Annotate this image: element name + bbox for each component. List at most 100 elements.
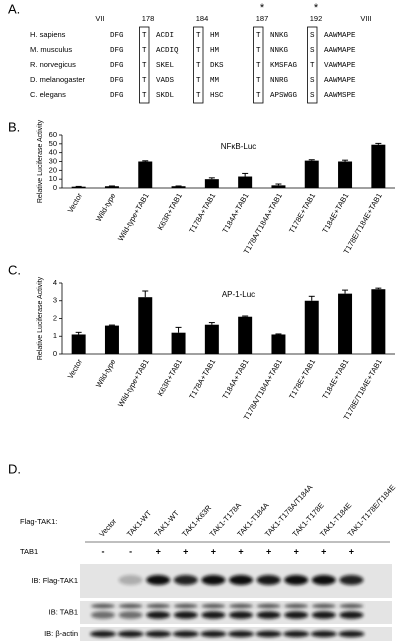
sequence: SKDL xyxy=(156,92,175,100)
y-tick-label: 4 xyxy=(53,278,57,287)
bar xyxy=(71,334,86,354)
bar xyxy=(238,316,253,354)
blot-label: IB: β-actin xyxy=(44,629,78,638)
band xyxy=(90,630,116,638)
band xyxy=(339,603,364,609)
chart-title: NFκB-Luc xyxy=(221,142,257,151)
band xyxy=(229,611,253,619)
sequence: T xyxy=(196,32,201,40)
sequence: S xyxy=(310,32,315,40)
species: D. melanogaster xyxy=(30,75,86,84)
tab1-sign: + xyxy=(266,546,271,556)
band xyxy=(173,575,198,585)
band xyxy=(201,575,226,585)
band xyxy=(339,575,364,585)
sequence: AAWMAPE xyxy=(324,77,356,85)
sequence: SKEL xyxy=(156,62,175,70)
tab1-sign: - xyxy=(102,546,105,556)
band xyxy=(310,630,337,638)
tab1-sign: + xyxy=(294,546,299,556)
tab1-sign: + xyxy=(349,546,354,556)
lane-label: TAK1-T178A/T184A xyxy=(263,483,315,539)
species: H. sapiens xyxy=(30,30,66,39)
y-tick-label: 60 xyxy=(49,130,57,139)
bar xyxy=(371,144,386,188)
band xyxy=(283,630,310,638)
tab1-sign: + xyxy=(183,546,188,556)
band xyxy=(284,575,309,585)
residue-box xyxy=(307,26,318,104)
sequence: AAWMSPE xyxy=(324,92,356,100)
tab1-sign: - xyxy=(129,546,132,556)
band xyxy=(172,630,199,638)
column-label: VII xyxy=(95,14,104,23)
sequence: T xyxy=(142,62,147,70)
x-tick-label: T178A/T184A+TAB1 xyxy=(242,357,284,421)
x-tick-label: T178A+TAB1 xyxy=(187,191,217,234)
band xyxy=(256,611,281,619)
y-tick-label: 0 xyxy=(53,183,57,192)
sequence: HM xyxy=(210,47,220,55)
band xyxy=(118,603,143,609)
band xyxy=(311,575,336,585)
y-tick-label: 20 xyxy=(49,165,57,174)
blot-label: IB: TAB1 xyxy=(49,607,78,616)
sequence: T xyxy=(196,62,201,70)
bar xyxy=(138,161,153,188)
panel-label: D. xyxy=(8,461,21,476)
sequence: DFG xyxy=(110,92,124,100)
species: R. norvegicus xyxy=(30,60,76,69)
band xyxy=(284,603,309,609)
x-tick-label: Wild-type xyxy=(94,357,117,389)
chart-title: AP-1-Luc xyxy=(222,290,255,299)
x-tick-label: T184E+TAB1 xyxy=(320,357,350,400)
column-label: 187 xyxy=(256,14,269,23)
bar xyxy=(204,324,219,354)
column-label: 178 xyxy=(142,14,155,23)
x-tick-label: K63R+TAB1 xyxy=(156,191,184,231)
y-tick-label: 3 xyxy=(53,296,57,305)
sequence: T xyxy=(310,62,315,70)
band xyxy=(229,603,253,609)
sequence: NNRG xyxy=(270,77,289,85)
y-tick-label: 1 xyxy=(53,331,57,340)
x-tick-label: Wild-type+TAB1 xyxy=(116,357,151,408)
y-tick-label: 30 xyxy=(49,156,57,165)
sequence: VAWMAPE xyxy=(324,62,356,70)
band xyxy=(255,630,282,638)
x-tick-label: K63R+TAB1 xyxy=(156,357,184,397)
bar xyxy=(304,300,319,354)
residue-box xyxy=(253,26,264,104)
band xyxy=(284,611,309,619)
sequence: DFG xyxy=(110,62,124,70)
bar xyxy=(71,186,86,188)
y-tick-label: 50 xyxy=(49,139,57,148)
sequence: T xyxy=(256,77,261,85)
sequence: NNKG xyxy=(270,32,289,40)
bar xyxy=(171,332,186,354)
asterisk: * xyxy=(260,2,265,14)
sequence: S xyxy=(310,77,315,85)
band xyxy=(256,575,281,585)
x-tick-label: T178E/T184E+TAB1 xyxy=(342,357,384,421)
band xyxy=(146,575,171,585)
sequence: DFG xyxy=(110,32,124,40)
column-label: 192 xyxy=(310,14,323,23)
band xyxy=(311,603,336,609)
bar xyxy=(371,289,386,354)
sequence: DKS xyxy=(210,62,224,70)
panel-label: C. xyxy=(8,262,21,277)
bar xyxy=(104,325,119,354)
sequence: S xyxy=(310,92,315,100)
sequence: T xyxy=(256,47,261,55)
band xyxy=(229,575,253,585)
lane-label: TAK1-WT xyxy=(125,508,154,538)
band xyxy=(339,611,364,619)
residue-box xyxy=(139,26,150,104)
blot-label: IB: Flag-TAK1 xyxy=(31,576,78,585)
band xyxy=(118,575,143,585)
x-tick-label: Wild-type xyxy=(94,191,117,223)
sequence: AAWMAPE xyxy=(324,32,356,40)
bar xyxy=(204,179,219,188)
band xyxy=(338,630,365,638)
